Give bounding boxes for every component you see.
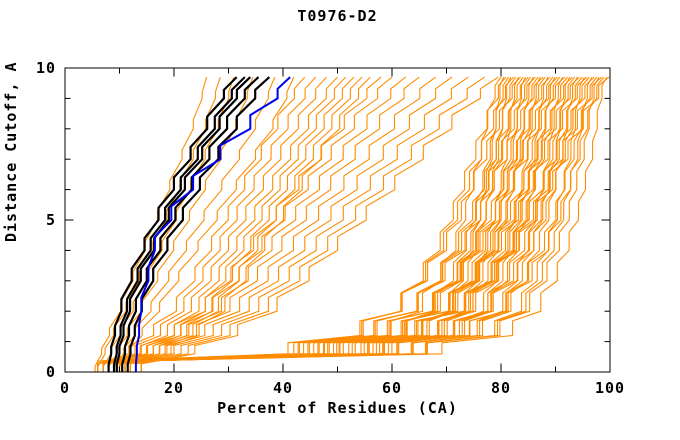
server-models-poor-curve <box>124 76 517 372</box>
x-tick-label-80: 80 <box>490 379 512 397</box>
highlight-model-curve <box>134 76 291 372</box>
x-tick-label-20: 20 <box>163 379 185 397</box>
chart-title: T0976-D2 <box>297 7 378 25</box>
server-models-poor-curve <box>129 76 529 372</box>
reference-models-curve <box>126 76 271 372</box>
x-axis-label: Percent of Residues (CA) <box>217 399 458 417</box>
server-models-mid-curve <box>118 76 347 372</box>
server-models-good-curve <box>97 76 221 372</box>
server-models-mid-curve <box>113 76 338 372</box>
server-models-mid-curve <box>135 76 486 372</box>
server-models-poor-curve <box>108 76 568 372</box>
server-models-mid-curve <box>118 76 436 372</box>
server-models-mid-curve <box>97 76 306 372</box>
reference-models-curve <box>112 76 246 372</box>
server-models-poor-curve <box>102 76 600 372</box>
server-models-poor-curve <box>135 76 608 372</box>
server-models-good-curve <box>102 76 235 372</box>
server-models-mid-curve <box>140 76 499 372</box>
reference-models-curve <box>121 76 260 372</box>
server-models-mid-curve <box>108 76 406 372</box>
server-models-mid-curve <box>129 76 469 372</box>
server-models-poor-curve <box>97 76 544 372</box>
plot-frame <box>64 67 611 373</box>
x-tick-label-40: 40 <box>272 379 294 397</box>
server-models-mid-curve <box>97 76 382 372</box>
server-models-mid-curve <box>124 76 453 372</box>
server-models-mid-curve <box>113 76 420 372</box>
x-tick-label-0: 0 <box>59 379 71 397</box>
y-tick-label-0: 0 <box>45 363 56 381</box>
x-tick-label-60: 60 <box>381 379 403 397</box>
server-models-good-curve <box>94 76 208 372</box>
server-models-poor-curve <box>102 76 578 372</box>
server-models-mid-curve <box>102 76 393 372</box>
server-models-poor-curve <box>97 76 588 372</box>
server-models-mid-curve <box>108 76 328 372</box>
server-models-mid-curve <box>102 76 317 372</box>
server-models-poor-curve <box>97 76 610 372</box>
y-tick-label-10: 10 <box>35 59 56 77</box>
server-models-mid-curve <box>124 76 355 372</box>
y-axis-label: Distance Cutoff, A <box>2 61 20 243</box>
server-models-poor-curve <box>97 76 521 372</box>
reference-models-curve <box>107 76 238 372</box>
x-tick-label-100: 100 <box>594 379 626 397</box>
y-tick-label-5: 5 <box>45 211 56 229</box>
server-models-poor-curve <box>97 76 566 372</box>
server-models-poor-curve <box>108 76 590 372</box>
server-models-mid-curve <box>135 76 371 372</box>
server-models-good-curve <box>113 76 276 372</box>
server-models-poor-curve <box>124 76 605 372</box>
